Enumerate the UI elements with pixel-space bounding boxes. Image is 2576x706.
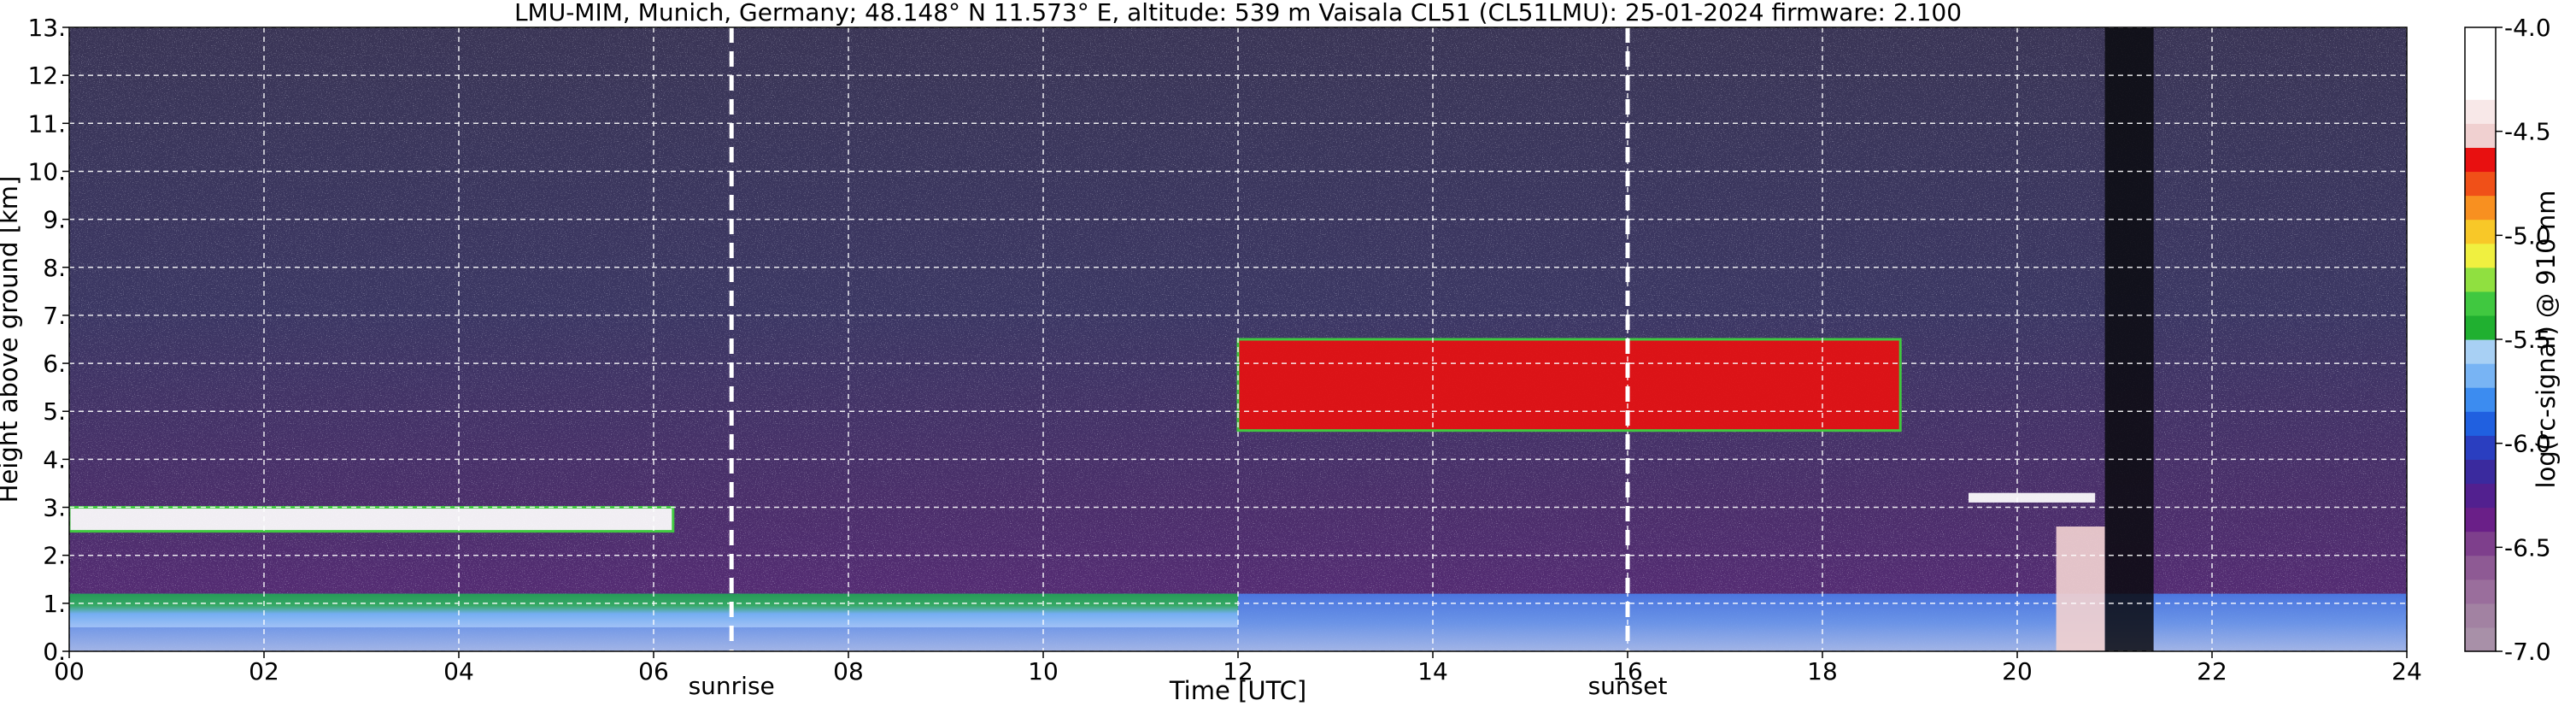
y-tick-label: 7. bbox=[43, 302, 66, 330]
x-tick-label: 04 bbox=[443, 657, 474, 685]
x-tick-label: 10 bbox=[1028, 657, 1059, 685]
colorbar-segment bbox=[2465, 435, 2496, 460]
colorbar-segment bbox=[2465, 411, 2496, 436]
colorbar-segment bbox=[2465, 267, 2496, 292]
colorbar-segment bbox=[2465, 603, 2496, 628]
colorbar-segment bbox=[2465, 147, 2496, 173]
y-tick-label: 11. bbox=[27, 109, 66, 138]
colorbar-segment bbox=[2465, 291, 2496, 316]
x-tick-label: 08 bbox=[833, 657, 864, 685]
y-tick-label: 6. bbox=[43, 350, 66, 378]
colorbar-segment bbox=[2465, 315, 2496, 340]
colorbar-label: log(rc-signal) @ 910 nm bbox=[2532, 191, 2561, 489]
colorbar-segment bbox=[2465, 387, 2496, 412]
colorbar-segment bbox=[2465, 243, 2496, 268]
y-tick-label: 9. bbox=[43, 206, 66, 234]
x-tick-label: 16 bbox=[1612, 657, 1643, 685]
colorbar-segment bbox=[2465, 459, 2496, 485]
colorbar-segment bbox=[2465, 363, 2496, 388]
colorbar-segment bbox=[2465, 507, 2496, 532]
colorbar-tick-label: -6.0 bbox=[2504, 430, 2551, 458]
colorbar-segment bbox=[2465, 627, 2496, 652]
y-tick-label: 5. bbox=[43, 397, 66, 426]
feature-cloud-layer bbox=[1969, 492, 2096, 503]
y-tick-label: 3. bbox=[43, 494, 66, 522]
colorbar-segment bbox=[2465, 579, 2496, 604]
marker-label-sunset: sunset bbox=[1588, 672, 1668, 700]
y-tick-label: 12. bbox=[27, 62, 66, 90]
colorbar-segment bbox=[2465, 219, 2496, 244]
colorbar-segment bbox=[2465, 51, 2496, 76]
y-axis-label: Height above ground [km] bbox=[0, 176, 23, 503]
colorbar-tick-label: -5.0 bbox=[2504, 221, 2551, 250]
marker-label-sunrise: sunrise bbox=[689, 672, 775, 700]
colorbar-tick-label: -4.5 bbox=[2504, 118, 2551, 146]
colorbar-segment bbox=[2465, 531, 2496, 556]
x-tick-label: 18 bbox=[1807, 657, 1838, 685]
y-tick-label: 2. bbox=[43, 542, 66, 570]
y-tick-label: 4. bbox=[43, 445, 66, 474]
y-tick-label: 13. bbox=[27, 14, 66, 42]
x-tick-label: 12 bbox=[1223, 657, 1253, 685]
y-tick-label: 10. bbox=[27, 157, 66, 185]
grid-lines bbox=[69, 27, 2407, 651]
y-tick-label: 0. bbox=[43, 638, 66, 666]
feature-signal-gap bbox=[2104, 27, 2154, 651]
plot-area bbox=[69, 27, 2407, 651]
colorbar-segment bbox=[2465, 555, 2496, 580]
x-tick-label: 22 bbox=[2197, 657, 2227, 685]
x-tick-label: 02 bbox=[249, 657, 279, 685]
x-tick-label: 00 bbox=[54, 657, 85, 685]
colorbar-segment bbox=[2465, 339, 2496, 364]
x-tick-label: 20 bbox=[2002, 657, 2033, 685]
colorbar-tick-label: -7.0 bbox=[2504, 638, 2551, 666]
colorbar-tick-label: -4.0 bbox=[2504, 14, 2551, 42]
colorbar-segment bbox=[2465, 99, 2496, 124]
colorbar-tick-label: -5.5 bbox=[2504, 326, 2551, 354]
colorbar-tick-label: -6.5 bbox=[2504, 533, 2551, 562]
colorbar-segment bbox=[2465, 27, 2496, 52]
day-night-markers bbox=[729, 27, 1630, 651]
x-tick-label: 06 bbox=[638, 657, 669, 685]
colorbar-segment bbox=[2465, 75, 2496, 100]
colorbar-segment bbox=[2465, 123, 2496, 148]
chart-title: LMU-MIM, Munich, Germany; 48.148° N 11.5… bbox=[514, 0, 1962, 26]
x-axis-label: Time [UTC] bbox=[1169, 676, 1306, 705]
feature-low-cloud bbox=[69, 507, 673, 532]
y-tick-label: 1. bbox=[43, 590, 66, 618]
feature-precip-streak bbox=[2056, 527, 2105, 651]
x-tick-label: 24 bbox=[2391, 657, 2422, 685]
x-tick-label: 14 bbox=[1417, 657, 1448, 685]
y-tick-label: 8. bbox=[43, 254, 66, 282]
colorbar: -4.0 -4.5 -5.0 -5.5 -6.0 -6.5 -7.0 bbox=[2464, 14, 2551, 666]
colorbar-segment bbox=[2465, 483, 2496, 509]
y-axis: 0. 1. 2. 3. 4. 5. 6. 7. 8. 9. 10. 11. 12. 13. bbox=[27, 14, 69, 666]
x-axis: 00 02 04 06 08 10 12 14 16 18 20 22 24 bbox=[54, 651, 2422, 685]
feature-mid-cloud bbox=[1238, 339, 1901, 431]
colorbar-segment bbox=[2465, 171, 2496, 197]
colorbar-segment bbox=[2465, 195, 2496, 221]
